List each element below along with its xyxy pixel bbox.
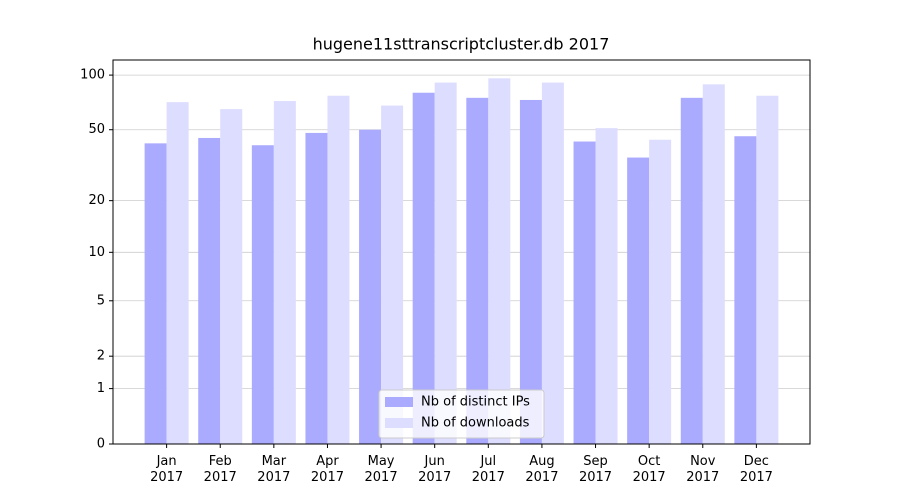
bar bbox=[381, 105, 404, 445]
bar bbox=[273, 101, 296, 444]
bar bbox=[327, 95, 350, 444]
bar bbox=[488, 78, 511, 444]
y-tick-label: 10 bbox=[88, 245, 105, 260]
bar bbox=[166, 102, 189, 445]
x-tick-label: Nov 2017 bbox=[686, 454, 719, 485]
plot-frame bbox=[112, 59, 811, 445]
legend-label: Nb of distinct IPs bbox=[421, 395, 530, 410]
bar bbox=[702, 84, 725, 445]
x-tick-label: Mar 2017 bbox=[257, 454, 290, 485]
x-tick-label: Jul 2017 bbox=[472, 454, 505, 485]
bar bbox=[220, 109, 243, 445]
x-tick-label: Apr 2017 bbox=[311, 454, 344, 485]
bar bbox=[198, 137, 221, 444]
chart-title: hugene11sttranscriptcluster.db 2017 bbox=[313, 35, 610, 54]
bar bbox=[519, 99, 542, 444]
x-tick-label: Jan 2017 bbox=[150, 454, 183, 485]
bar bbox=[466, 97, 489, 444]
y-tick-label: 5 bbox=[97, 293, 105, 308]
legend-label: Nb of downloads bbox=[421, 416, 530, 431]
x-tick-label: Sep 2017 bbox=[579, 454, 612, 485]
bar bbox=[756, 95, 779, 444]
bar bbox=[144, 143, 167, 445]
bar bbox=[305, 132, 328, 444]
x-tick-label: May 2017 bbox=[365, 454, 398, 485]
bar bbox=[680, 97, 703, 444]
x-tick-label: Aug 2017 bbox=[525, 454, 558, 485]
bar bbox=[573, 141, 596, 444]
bar bbox=[541, 82, 564, 445]
legend-swatch bbox=[385, 418, 413, 428]
bar bbox=[627, 157, 650, 444]
x-tick-label: Oct 2017 bbox=[633, 454, 666, 485]
bar bbox=[359, 129, 382, 444]
bar bbox=[434, 82, 457, 445]
y-tick-label: 2 bbox=[97, 349, 105, 364]
bar bbox=[649, 139, 672, 444]
legend-swatch bbox=[385, 397, 413, 407]
y-tick-label: 1 bbox=[97, 381, 105, 396]
bar bbox=[595, 128, 618, 444]
bar bbox=[734, 136, 757, 444]
x-tick-label: Feb 2017 bbox=[204, 454, 237, 485]
y-tick-label: 0 bbox=[97, 437, 105, 452]
legend-box bbox=[378, 389, 545, 439]
bar bbox=[251, 145, 274, 445]
y-tick-label: 100 bbox=[80, 68, 105, 83]
x-tick-label: Dec 2017 bbox=[740, 454, 773, 485]
x-tick-label: Jun 2017 bbox=[418, 454, 451, 485]
y-tick-label: 50 bbox=[88, 122, 105, 137]
y-tick-label: 20 bbox=[88, 193, 105, 208]
bar bbox=[412, 92, 435, 444]
